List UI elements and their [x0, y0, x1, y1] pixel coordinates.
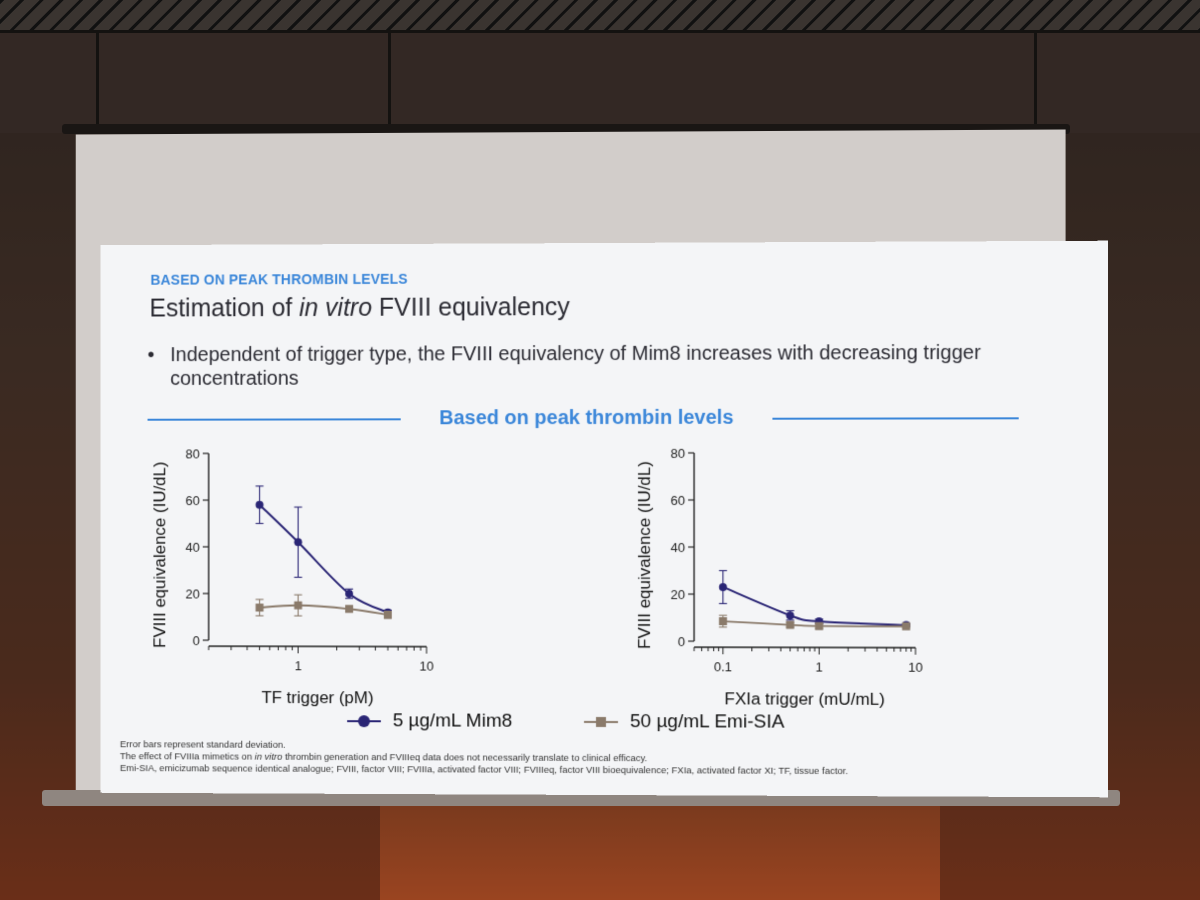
y-tick-label: 40 [186, 540, 200, 555]
data-point-mim8 [786, 611, 794, 619]
legend-label-mim8: 5 µg/mL Mim8 [393, 710, 512, 732]
data-point-mim8 [345, 590, 353, 598]
y-tick-label: 80 [671, 446, 685, 461]
data-point-emi-sia [384, 611, 392, 619]
y-axis-label: FVIII equivalence (IU/dL) [150, 462, 169, 648]
screen-cable-left [96, 30, 99, 124]
footnote-efficacy-italic: in vitro [255, 752, 283, 763]
legend-label-emi-sia: 50 µg/mL Emi-SIA [630, 711, 784, 734]
projected-slide: BASED ON PEAK THROMBIN LEVELS Estimation… [100, 241, 1108, 798]
data-point-emi-sia [902, 622, 910, 630]
y-tick-label: 40 [671, 540, 685, 555]
y-tick-label: 0 [678, 634, 685, 649]
data-point-emi-sia [719, 617, 727, 625]
back-wall [0, 33, 1200, 133]
x-tick-label: 0.1 [714, 659, 732, 674]
y-tick-label: 60 [671, 493, 685, 508]
data-point-emi-sia [815, 622, 823, 630]
divider-rule-right [772, 417, 1018, 419]
footnotes: Error bars represent standard deviation.… [120, 739, 1080, 778]
x-axis-label: FXIa trigger (mU/mL) [724, 689, 884, 709]
legend-item-emi-sia: 50 µg/mL Emi-SIA [584, 707, 827, 738]
x-axis-label: TF trigger (pM) [261, 688, 373, 707]
ceiling-truss [0, 0, 1200, 33]
legend-item-mim8: 5 µg/mL Mim8 [347, 706, 566, 737]
y-tick-label: 60 [186, 493, 200, 508]
footnote-efficacy-part1: The effect of FVIIIa mimetics on [120, 751, 255, 762]
bullet-point: • Independent of trigger type, the FVIII… [148, 341, 987, 391]
y-tick-label: 20 [671, 587, 685, 602]
data-point-mim8 [294, 538, 302, 546]
x-tick-label: 10 [419, 659, 433, 674]
x-tick-label: 10 [908, 660, 923, 675]
slide-title-italic: in vitro [299, 294, 372, 322]
footnote-abbreviations: Emi-SIA, emicizumab sequence identical a… [120, 763, 1080, 779]
screen-cable-center [388, 30, 391, 124]
series-line-emi-sia [260, 605, 388, 615]
y-tick-label: 0 [193, 633, 200, 648]
data-point-emi-sia [294, 601, 302, 609]
slide-title-part1: Estimation of [150, 294, 300, 322]
y-tick-label: 20 [186, 586, 200, 601]
slide-title-part2: FVIII equivalency [372, 293, 570, 322]
data-point-mim8 [256, 501, 264, 509]
chart-tf-trigger: 0204060801 10TF trigger (pM)FVIII equival… [140, 441, 516, 703]
data-point-emi-sia [786, 621, 794, 629]
series-line-mim8 [723, 587, 906, 625]
y-tick-label: 80 [186, 446, 200, 461]
bullet-marker: • [148, 343, 155, 367]
chart-legend: 5 µg/mL Mim8 50 µg/mL Emi-SIA [347, 706, 827, 738]
divider-rule-left [148, 418, 401, 420]
footnote-efficacy-part2: thrombin generation and FVIIIeq data doe… [282, 752, 647, 764]
divider-title: Based on peak thrombin levels [407, 407, 767, 431]
legend-circle-marker [358, 715, 370, 727]
chart-fxia-trigger: 0204060800.1 1 10FXIa trigger (mU/mL)FVIII… [624, 440, 1007, 704]
screen-cable-right [1034, 30, 1037, 124]
section-label: BASED ON PEAK THROMBIN LEVELS [150, 271, 407, 288]
y-axis-label: FVIII equivalence (IU/dL) [635, 461, 654, 649]
legend-square-marker [596, 717, 606, 727]
data-point-emi-sia [345, 605, 353, 613]
series-line-mim8 [260, 505, 388, 613]
stage-floor [380, 805, 940, 900]
data-point-emi-sia [256, 604, 264, 612]
bullet-text: Independent of trigger type, the FVIII e… [148, 341, 987, 391]
data-point-mim8 [719, 583, 727, 591]
slide-title: Estimation of in vitro FVIII equivalency [150, 293, 570, 323]
x-tick-label: 1 [815, 659, 822, 674]
x-tick-label: 1 [295, 658, 302, 673]
